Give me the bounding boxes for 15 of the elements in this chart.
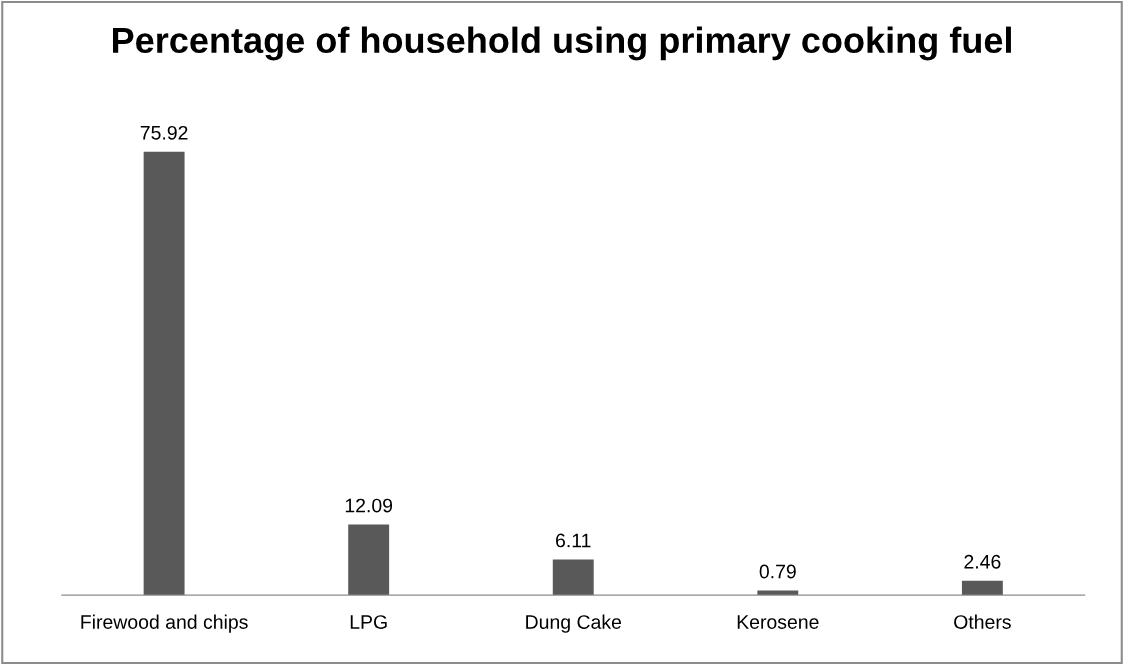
bar	[552, 559, 594, 596]
bar	[348, 524, 390, 596]
x-tick-label: Dung Cake	[526, 614, 622, 633]
x-tick-label: Others	[954, 614, 1011, 629]
data-label: 2.46	[964, 554, 1001, 569]
x-tick-label: Firewood and chips	[81, 614, 248, 633]
bar	[143, 151, 185, 596]
data-label: 6.11	[556, 533, 591, 548]
data-label: 12.09	[345, 498, 393, 513]
chart-title: Percentage of household using primary cooking fuel	[112, 26, 1011, 61]
data-label: 75.92	[140, 125, 188, 140]
data-label: 0.79	[759, 564, 796, 579]
x-tick-label: LPG	[350, 615, 387, 629]
bar	[961, 580, 1003, 596]
x-tick-label: Kerosene	[737, 615, 819, 629]
